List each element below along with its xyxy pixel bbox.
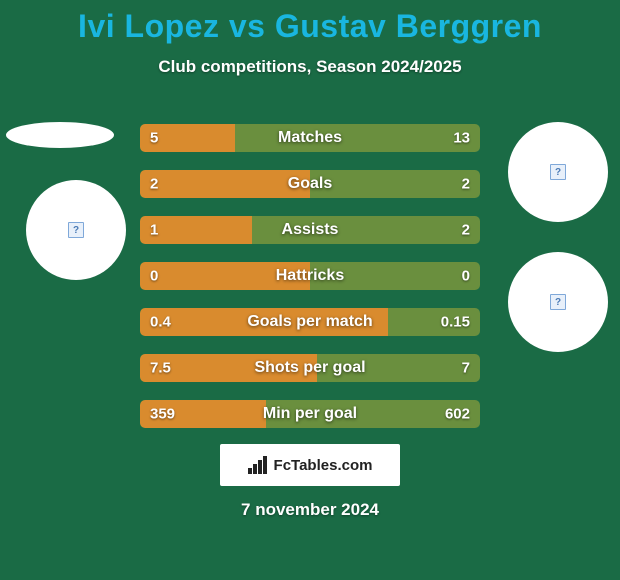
stat-row: 2Goals2 [140, 170, 480, 198]
stat-value-right: 2 [462, 176, 470, 193]
stats-comparison: 5Matches132Goals21Assists20Hattricks00.4… [140, 124, 480, 446]
stat-label: Hattricks [140, 267, 480, 285]
stat-value-right: 7 [462, 360, 470, 377]
stat-value-right: 0 [462, 268, 470, 285]
stat-row: 1Assists2 [140, 216, 480, 244]
player-left-avatars: ? [6, 122, 126, 280]
avatar-ellipse [6, 122, 114, 148]
stat-row: 7.5Shots per goal7 [140, 354, 480, 382]
stat-label: Shots per goal [140, 359, 480, 377]
stat-label: Min per goal [140, 405, 480, 423]
stat-value-right: 2 [462, 222, 470, 239]
stat-label: Goals [140, 175, 480, 193]
team-badge-left: ? [26, 180, 126, 280]
stat-row: 5Matches13 [140, 124, 480, 152]
stat-value-right: 13 [453, 130, 470, 147]
player-right-avatars: ? ? [508, 122, 608, 352]
content-root: Ivi Lopez vs Gustav Berggren Club compet… [0, 0, 620, 580]
stat-label: Matches [140, 129, 480, 147]
player-photo-right: ? [508, 122, 608, 222]
stat-row: 0Hattricks0 [140, 262, 480, 290]
page-title: Ivi Lopez vs Gustav Berggren [0, 0, 620, 45]
missing-image-icon: ? [550, 164, 566, 180]
logo-box: FcTables.com [220, 444, 400, 486]
stat-value-right: 0.15 [441, 314, 470, 331]
logo-chart-icon [248, 456, 270, 474]
stat-row: 0.4Goals per match0.15 [140, 308, 480, 336]
stat-label: Goals per match [140, 313, 480, 331]
date-label: 7 november 2024 [0, 500, 620, 520]
missing-image-icon: ? [68, 222, 84, 238]
team-badge-right: ? [508, 252, 608, 352]
missing-image-icon: ? [550, 294, 566, 310]
logo-text: FcTables.com [274, 457, 373, 474]
stat-label: Assists [140, 221, 480, 239]
stat-row: 359Min per goal602 [140, 400, 480, 428]
stat-value-right: 602 [445, 406, 470, 423]
page-subtitle: Club competitions, Season 2024/2025 [0, 57, 620, 77]
